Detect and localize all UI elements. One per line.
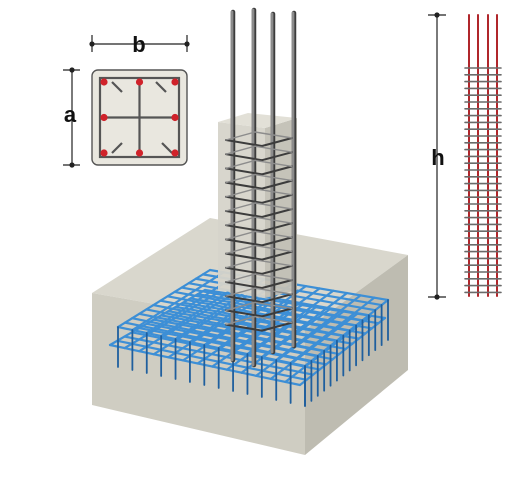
column-stirrup-front (225, 167, 263, 176)
column-stirrup-side (261, 279, 293, 289)
mesh-top-bar-x (152, 303, 339, 342)
mesh-top-bar-x (123, 321, 313, 363)
column-stirrup-back (254, 273, 293, 281)
column-stirrup-front (225, 266, 263, 275)
column-stirrup-side (261, 179, 293, 190)
mesh-top-bar-y (303, 298, 390, 368)
column-stirrup-back (254, 188, 293, 196)
column-stirrup-front (225, 210, 263, 218)
column-stirrup-back (254, 131, 293, 139)
column-stirrup-front (225, 309, 263, 318)
column-stirrup-back (225, 145, 256, 155)
column-stirrup-side (261, 250, 293, 261)
mesh-bottom-bar-x (116, 339, 308, 381)
column-stirrup-back (225, 202, 256, 212)
dimension-a-label: a (64, 102, 77, 127)
column-stirrup-back (254, 230, 293, 239)
column-stirrup-side (261, 321, 293, 332)
column-stirrup-back (254, 259, 293, 267)
column-stirrup-back (225, 315, 256, 326)
column-stirrup-front (225, 139, 263, 147)
elevation-rebar (464, 14, 502, 297)
footing-mesh (108, 268, 390, 407)
column-stirrup-side (261, 151, 293, 162)
column-stirrup-side (261, 307, 293, 318)
column-stirrup-back (254, 244, 293, 253)
dimension-b (89, 35, 190, 52)
column-stirrup-back (225, 244, 256, 255)
column-stirrup-front (225, 238, 263, 247)
column-stirrup-side (261, 236, 293, 247)
column-elevation: h (428, 12, 502, 300)
mesh-top-bar-x (116, 325, 307, 368)
column-stirrup-front (225, 181, 263, 190)
mesh-top-bar-x (166, 295, 351, 332)
column-stirrup-front (225, 323, 263, 332)
column-stirrup-back (225, 287, 256, 297)
dimension-b-label: b (132, 32, 145, 57)
column-stirrup-back (225, 216, 256, 226)
section-stirrups (98, 76, 181, 159)
column-stirrup-side (261, 208, 293, 218)
section-bars (100, 78, 179, 157)
column-stirrup-back (254, 315, 293, 324)
column-stirrup-side (261, 193, 293, 204)
column-stirrup-front (225, 281, 263, 289)
column-stirrup-back (225, 230, 256, 241)
column-stirrup-side (261, 264, 293, 275)
column-stirrup-front (225, 224, 263, 233)
dimension-h-label: h (431, 145, 444, 170)
column-stirrup-back (254, 159, 293, 168)
column-stirrup-side (261, 293, 293, 304)
column-stirrup-back (254, 301, 293, 310)
column-stirrup-back (225, 131, 256, 141)
column-front-face (218, 122, 265, 298)
column-stirrup-front (225, 295, 263, 304)
column-stirrup-side (261, 222, 293, 233)
mesh-top-bar-y (289, 296, 376, 365)
dimension-h (428, 12, 446, 300)
column-cage (225, 7, 297, 368)
column-stirrup-back (225, 188, 256, 198)
column-stirrup-back (225, 301, 256, 312)
column-cross-section: b a (63, 32, 190, 168)
mesh-top-bar-x (173, 290, 358, 327)
mesh-top-bar-x (131, 317, 319, 357)
column-stirrup-front (225, 195, 263, 204)
column-stirrup-side (261, 137, 293, 147)
dimension-a (63, 67, 80, 168)
column-stirrup-back (225, 259, 256, 269)
column-stirrup-back (225, 159, 256, 170)
column-stirrup-back (254, 173, 293, 182)
column-stirrup-back (225, 273, 256, 283)
column-stirrup-front (225, 153, 263, 162)
column-stirrup-back (254, 145, 293, 153)
column-stirrup-back (254, 287, 293, 295)
column-stirrup-front (225, 252, 263, 261)
column-stirrup-back (254, 216, 293, 224)
mesh-bottom-bar-y (269, 312, 359, 380)
mesh-top-bar-y (275, 294, 362, 362)
column-stirrup-back (225, 173, 256, 184)
column-stirrup-back (254, 202, 293, 210)
column-top-face (218, 113, 297, 128)
column-stirrup-side (261, 165, 293, 176)
